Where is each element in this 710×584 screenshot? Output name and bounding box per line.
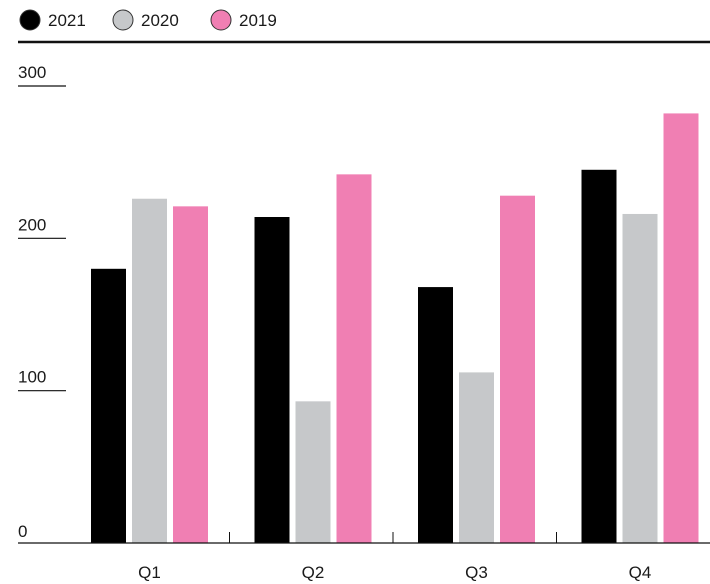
legend-label-2020: 2020 [141, 11, 179, 30]
x-tick-label-Q2: Q2 [302, 563, 325, 582]
bars [91, 113, 699, 544]
y-axis: 0 100 200 300 [18, 63, 66, 541]
bar-Q3-2020 [459, 372, 494, 543]
legend-swatch-2019 [210, 9, 232, 31]
y-tick-label-200: 200 [18, 215, 46, 234]
bar-Q2-2019 [336, 174, 372, 543]
legend-label-2021: 2021 [48, 11, 86, 30]
bar-group-Q2 [254, 174, 372, 544]
legend-item-2019: 2019 [210, 9, 277, 31]
bar-Q3-2019 [500, 195, 535, 543]
y-tick-label-300: 300 [18, 63, 46, 82]
bar-Q1-2020 [132, 198, 167, 543]
y-tick-label-100: 100 [18, 368, 46, 387]
legend-label-2019: 2019 [239, 11, 277, 30]
bar-Q4-2019 [663, 113, 699, 544]
x-tick-label-Q3: Q3 [465, 563, 488, 582]
bar-Q4-2020 [622, 213, 658, 543]
legend-item-2020: 2020 [112, 9, 179, 31]
bar-Q3-2021 [418, 287, 453, 543]
legend-swatch-2020 [112, 9, 134, 31]
y-tick-label-0: 0 [18, 522, 27, 541]
bar-Q4-2021 [581, 169, 617, 544]
legend-swatch-2021 [19, 9, 41, 31]
bar-Q1-2021 [91, 268, 126, 543]
x-tick-label-Q1: Q1 [138, 563, 161, 582]
bar-group-Q3 [418, 195, 535, 543]
legend-item-2021: 2021 [19, 9, 86, 31]
x-tick-label-Q4: Q4 [629, 563, 652, 582]
bar-Q2-2021 [254, 217, 290, 544]
bar-group-Q1 [91, 198, 208, 544]
bar-Q1-2019 [173, 206, 208, 544]
x-axis: Q1 Q2 Q3 Q4 [18, 532, 710, 582]
bar-group-Q4 [581, 113, 699, 544]
legend: 2021 2020 2019 [19, 9, 277, 31]
bar-Q2-2020 [295, 401, 331, 543]
